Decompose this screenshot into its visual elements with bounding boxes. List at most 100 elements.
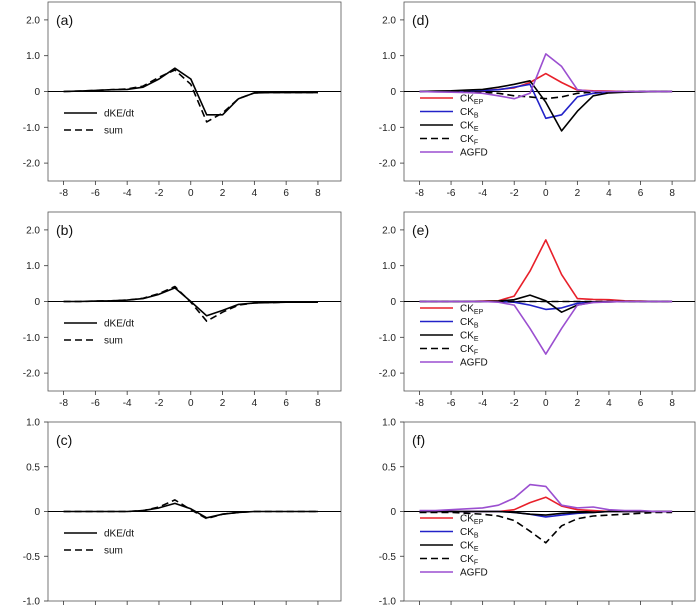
legend: dKE/dt sum (64, 319, 134, 347)
x-tick-label: 4 (606, 398, 612, 409)
series-line-dke-dt (63, 502, 318, 519)
legend-label: CKEP (460, 304, 484, 317)
legend-label: CKF (460, 554, 478, 567)
x-tick-label: 8 (315, 188, 321, 199)
series-line-sum (63, 285, 318, 323)
legend-label: CKE (460, 331, 479, 344)
x-tick-label: -8 (59, 398, 68, 409)
y-tick-label: 1.0 (26, 51, 40, 62)
legend-label: CKF (460, 134, 478, 147)
panel-e: 2.01.00-1.0-2.0-8 -6 -4 -2 0 2 4 6 8(e)CKEPCKBCK… (379, 211, 696, 409)
panel-d: 2.01.00-1.0-2.0-8 -6 -4 -2 0 2 4 6 8(d)CKEPCKBCK… (379, 1, 696, 199)
y-tick-label: 1.0 (382, 261, 396, 272)
legend-label: dKE/dt (104, 319, 134, 330)
legend-label: CKE (460, 121, 479, 134)
legend-label: AGFD (460, 358, 488, 369)
x-tick-label: 6 (283, 188, 289, 199)
x-tick-label: 4 (606, 188, 612, 199)
y-tick-label: -0.5 (23, 552, 41, 563)
y-tick-label: 0 (34, 87, 40, 98)
panel-label: (d) (412, 12, 429, 28)
legend-label: sum (104, 546, 123, 557)
x-tick-label: 8 (669, 398, 675, 409)
y-tick-label: -1.0 (379, 597, 397, 607)
x-tick-label: 6 (283, 398, 289, 409)
y-tick-label: 1.0 (382, 418, 396, 429)
y-tick-label: 1.0 (382, 51, 396, 62)
y-tick-label: -2.0 (379, 159, 397, 170)
series-line-ck-e (419, 80, 673, 132)
x-tick-label: -4 (123, 188, 132, 199)
x-tick-label: 0 (543, 188, 549, 199)
x-tick-label: 4 (252, 398, 258, 409)
y-tick-label: -1.0 (23, 333, 41, 344)
x-tick-label: 4 (252, 188, 258, 199)
x-tick-label: 2 (220, 188, 226, 199)
legend-label: dKE/dt (104, 529, 134, 540)
series-line-ck-ep (419, 72, 673, 93)
y-tick-label: 2.0 (26, 225, 40, 236)
legend-label: AGFD (460, 148, 488, 159)
x-tick-label: -2 (510, 398, 519, 409)
series-line-ck-e (419, 510, 673, 516)
y-tick-label: 0.5 (382, 462, 396, 473)
legend-label: CKB (460, 107, 479, 120)
legend-label: dKE/dt (104, 109, 134, 120)
x-tick-label: 0 (188, 188, 194, 199)
x-tick-label: -2 (510, 188, 519, 199)
panel-label: (f) (412, 432, 425, 448)
y-tick-label: -0.5 (379, 552, 397, 563)
y-tick-label: -1.0 (379, 333, 397, 344)
y-tick-label: 2.0 (26, 15, 40, 26)
x-tick-label: -2 (155, 398, 164, 409)
legend-label: sum (104, 336, 123, 347)
x-tick-label: 0 (543, 398, 549, 409)
panel-label: (a) (56, 12, 73, 28)
x-tick-label: -6 (91, 188, 100, 199)
x-tick-label: -2 (155, 188, 164, 199)
panel-label: (c) (56, 432, 72, 448)
x-tick-label: -8 (415, 398, 424, 409)
series-line-agfd (419, 53, 673, 100)
panel-label: (e) (412, 222, 429, 238)
legend-label: CKEP (460, 94, 484, 107)
y-tick-label: 0.5 (26, 462, 40, 473)
panel-f: 1.00.50-0.5-1.0-8-6-4-202468(f)CKEPCKBCK… (379, 418, 696, 607)
y-tick-label: 2.0 (382, 15, 396, 26)
y-tick-label: -2.0 (23, 369, 41, 380)
y-tick-label: 1.0 (26, 418, 40, 429)
y-tick-label: -2.0 (379, 369, 397, 380)
x-tick-label: 6 (638, 398, 644, 409)
y-tick-label: -1.0 (23, 123, 41, 134)
x-tick-label: -6 (447, 398, 456, 409)
legend: dKE/dt sum (64, 529, 134, 557)
series-line-ck-f (419, 511, 673, 544)
x-tick-label: -4 (478, 188, 487, 199)
x-tick-label: -8 (59, 188, 68, 199)
y-tick-label: 1.0 (26, 261, 40, 272)
series-line-agfd (419, 300, 673, 355)
y-tick-label: -1.0 (379, 123, 397, 134)
legend-label: CKF (460, 344, 478, 357)
x-tick-label: 0 (188, 398, 194, 409)
y-tick-label: 0 (34, 507, 40, 518)
y-tick-label: 0 (34, 297, 40, 308)
legend: dKE/dt sum (64, 109, 134, 137)
x-tick-label: 2 (220, 398, 226, 409)
x-tick-label: -6 (91, 398, 100, 409)
y-tick-label: -1.0 (23, 597, 41, 607)
x-tick-label: -6 (447, 188, 456, 199)
series-line-ck-ep (419, 239, 673, 303)
panel-label: (b) (56, 222, 73, 238)
x-tick-label: 8 (315, 398, 321, 409)
panel-b: 2.0 1.0 0 -1.0 -2.0 -8 -6 -4 -2 0 2 4 6 8 (b) dKE/dt sum (23, 211, 342, 409)
legend-label: CKB (460, 527, 479, 540)
series-line-ck-b (419, 300, 673, 311)
y-tick-label: 0 (390, 507, 396, 518)
x-tick-label: 2 (575, 188, 581, 199)
